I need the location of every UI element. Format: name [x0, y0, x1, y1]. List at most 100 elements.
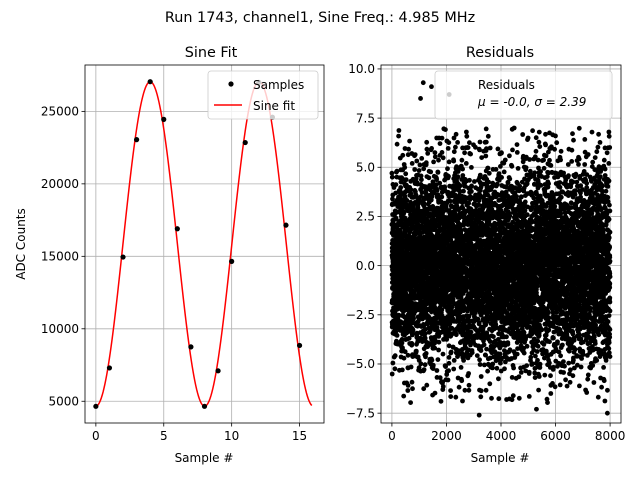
residual-point: [423, 160, 429, 166]
residual-point: [436, 157, 441, 163]
residual-point: [478, 374, 484, 379]
residual-point: [484, 346, 489, 352]
residual-point: [451, 366, 457, 372]
residual-point: [468, 151, 473, 157]
residual-point: [466, 200, 472, 206]
residual-point: [483, 153, 489, 159]
sine-fit-ytick-label: 20000: [41, 177, 79, 191]
residual-point: [490, 180, 496, 186]
residual-point: [393, 190, 399, 196]
residual-point: [469, 189, 474, 194]
residual-point: [440, 351, 446, 357]
residual-point: [409, 161, 415, 166]
residual-point: [408, 191, 414, 197]
residual-point: [480, 210, 485, 216]
sample-point: [134, 137, 140, 143]
residual-point: [466, 314, 472, 319]
residual-point: [466, 371, 471, 376]
residual-point: [460, 173, 466, 178]
residual-point: [423, 351, 429, 356]
sine-fit-ytick-label: 25000: [41, 105, 79, 119]
residual-point: [477, 357, 482, 363]
residual-point: [466, 382, 472, 388]
residual-point: [446, 355, 452, 360]
residual-point: [406, 146, 411, 152]
residual-point: [504, 334, 509, 340]
residual-point: [447, 198, 453, 204]
sample-point: [161, 116, 167, 122]
residual-point: [421, 367, 427, 372]
residual-point: [397, 188, 403, 194]
residual-point: [403, 171, 409, 177]
residual-point: [516, 374, 522, 380]
residual-point: [489, 395, 494, 401]
residual-point: [411, 290, 417, 295]
residual-point: [439, 194, 445, 200]
residual-point: [435, 286, 440, 292]
figure-suptitle: Run 1743, channel1, Sine Freq.: 4.985 MH…: [165, 10, 475, 26]
residual-point: [446, 190, 452, 196]
residual-point: [409, 379, 415, 385]
residual-point: [496, 396, 502, 402]
residual-point: [483, 139, 489, 145]
residual-point: [477, 362, 483, 367]
residual-point: [507, 176, 513, 182]
residual-point: [432, 345, 438, 351]
residual-point: [419, 177, 424, 183]
residual-point: [469, 183, 474, 189]
residual-point: [462, 150, 467, 156]
residual-point: [437, 141, 443, 147]
residual-point: [502, 157, 508, 163]
residual-point: [451, 158, 457, 164]
residual-point: [523, 165, 529, 171]
sine-fit-title: Sine Fit: [185, 45, 238, 61]
residual-point: [464, 129, 469, 135]
residual-point: [389, 170, 395, 176]
residual-point: [511, 365, 516, 371]
residual-point: [419, 190, 425, 195]
residual-point: [398, 193, 403, 198]
sine-fit-xtick-label: 15: [292, 429, 307, 443]
residual-point: [464, 133, 470, 139]
residual-point: [445, 166, 450, 172]
sine-fit-legend: Samples Sine fit: [207, 70, 319, 120]
sample-point: [147, 79, 153, 85]
residual-point: [408, 364, 414, 370]
residual-point: [473, 310, 478, 316]
residual-point: [455, 140, 460, 145]
residual-point: [457, 183, 463, 189]
residual-point: [485, 165, 491, 171]
residual-point: [496, 376, 501, 382]
sine-fit-xtick-label: 0: [92, 429, 100, 443]
residual-point: [483, 352, 488, 358]
residual-point: [437, 375, 443, 381]
residual-point: [440, 205, 445, 210]
residual-point: [439, 307, 445, 313]
residual-point: [485, 368, 490, 374]
residual-point: [430, 362, 436, 368]
residual-point: [479, 155, 485, 161]
residual-point: [411, 316, 416, 321]
residual-point: [402, 165, 408, 170]
residual-point: [405, 388, 411, 393]
residual-point: [422, 331, 428, 337]
residual-point: [434, 368, 440, 373]
residual-point: [398, 185, 404, 190]
residual-point: [514, 150, 520, 155]
residual-point: [499, 175, 504, 180]
residual-point: [400, 152, 406, 158]
residual-point: [476, 202, 482, 208]
residual-point: [462, 387, 468, 393]
residual-point: [396, 312, 402, 318]
sample-point: [106, 365, 113, 371]
residual-point: [468, 329, 474, 335]
residual-point: [507, 153, 512, 159]
residual-point: [446, 343, 452, 349]
residual-point: [453, 131, 459, 137]
residual-point: [497, 351, 503, 357]
residual-point: [469, 350, 475, 356]
residual-point: [451, 149, 457, 155]
residual-point: [448, 349, 454, 355]
